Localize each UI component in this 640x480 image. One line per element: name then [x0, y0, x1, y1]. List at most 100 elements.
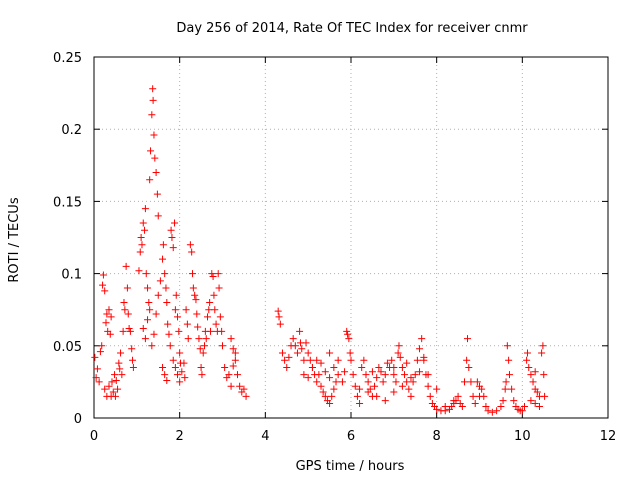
data-point — [122, 262, 130, 270]
data-point — [346, 349, 354, 357]
data-point — [476, 392, 483, 400]
data-point — [123, 284, 131, 292]
data-point — [334, 371, 342, 379]
data-point — [541, 392, 549, 400]
data-point — [458, 402, 466, 410]
data-point — [111, 371, 119, 379]
x-tick-label: 10 — [514, 429, 531, 444]
data-point — [418, 335, 426, 343]
data-point — [231, 349, 239, 357]
data-point — [171, 306, 179, 314]
data-point — [381, 371, 389, 379]
data-point — [212, 320, 220, 328]
data-point — [473, 378, 481, 386]
data-point — [135, 267, 143, 275]
data-point — [114, 385, 122, 393]
data-point — [147, 147, 155, 155]
data-point — [125, 324, 133, 332]
data-point — [375, 363, 383, 371]
data-point — [377, 368, 385, 376]
data-point — [469, 392, 477, 400]
grid-lines — [94, 57, 608, 418]
data-point — [304, 349, 312, 357]
data-point — [373, 374, 381, 382]
data-point — [293, 349, 301, 357]
data-point — [161, 371, 169, 379]
data-point — [523, 349, 531, 357]
data-point — [416, 345, 424, 353]
data-point — [116, 365, 124, 373]
data-point — [330, 385, 338, 393]
data-point — [204, 313, 212, 321]
data-point — [499, 397, 507, 405]
data-point — [115, 359, 123, 367]
data-point — [210, 291, 218, 299]
data-point — [308, 363, 316, 371]
data-point — [364, 378, 372, 386]
data-point — [136, 248, 144, 256]
data-point — [162, 284, 170, 292]
data-point — [154, 212, 162, 220]
data-point — [392, 378, 400, 386]
data-point — [138, 241, 146, 249]
data-point — [356, 385, 364, 393]
data-point — [166, 342, 174, 350]
data-point — [351, 382, 359, 390]
data-point — [208, 270, 216, 278]
data-point — [302, 339, 310, 347]
y-tick-label: 0.25 — [53, 51, 82, 66]
data-point — [433, 385, 441, 393]
data-point — [161, 270, 169, 278]
data-point — [503, 342, 511, 350]
data-point — [152, 310, 160, 318]
data-point — [454, 392, 462, 400]
data-point — [383, 359, 391, 367]
data-point — [379, 378, 387, 386]
data-point — [109, 388, 117, 396]
data-point — [101, 287, 109, 295]
data-point — [300, 356, 308, 364]
data-point — [195, 335, 203, 343]
data-point — [381, 397, 389, 405]
data-point — [413, 356, 421, 364]
data-point — [154, 291, 162, 299]
data-point — [207, 327, 215, 335]
data-point — [233, 371, 241, 379]
data-point — [535, 402, 543, 410]
data-point — [291, 342, 299, 350]
data-point — [229, 345, 237, 353]
data-point — [426, 392, 434, 400]
data-point — [326, 349, 334, 357]
data-point — [151, 154, 159, 162]
data-point — [405, 385, 413, 393]
data-point — [141, 335, 149, 343]
data-point — [144, 284, 152, 292]
data-point — [540, 371, 548, 379]
data-point — [527, 397, 535, 405]
data-point — [319, 388, 327, 396]
data-point — [527, 371, 535, 379]
data-point — [283, 363, 291, 371]
data-point — [120, 298, 128, 306]
axis-ticks: 0 2 4 6 8 10 12 0 0.05 0.1 0.15 0.2 0.25 — [53, 51, 616, 444]
data-point — [300, 371, 308, 379]
data-point — [169, 244, 177, 252]
data-point — [334, 356, 342, 364]
x-tick-label: 4 — [261, 429, 269, 444]
data-point — [149, 96, 157, 104]
data-point — [180, 359, 188, 367]
y-tick-label: 0.1 — [61, 268, 82, 283]
data-point — [289, 335, 297, 343]
data-point — [358, 363, 366, 371]
data-point — [174, 313, 182, 321]
data-point — [152, 169, 160, 177]
data-point — [159, 241, 167, 249]
y-tick-label: 0 — [74, 412, 82, 427]
data-point — [146, 306, 154, 314]
data-point — [175, 327, 183, 335]
data-point — [188, 248, 196, 256]
y-tick-label: 0.15 — [53, 195, 82, 210]
data-point — [202, 335, 210, 343]
